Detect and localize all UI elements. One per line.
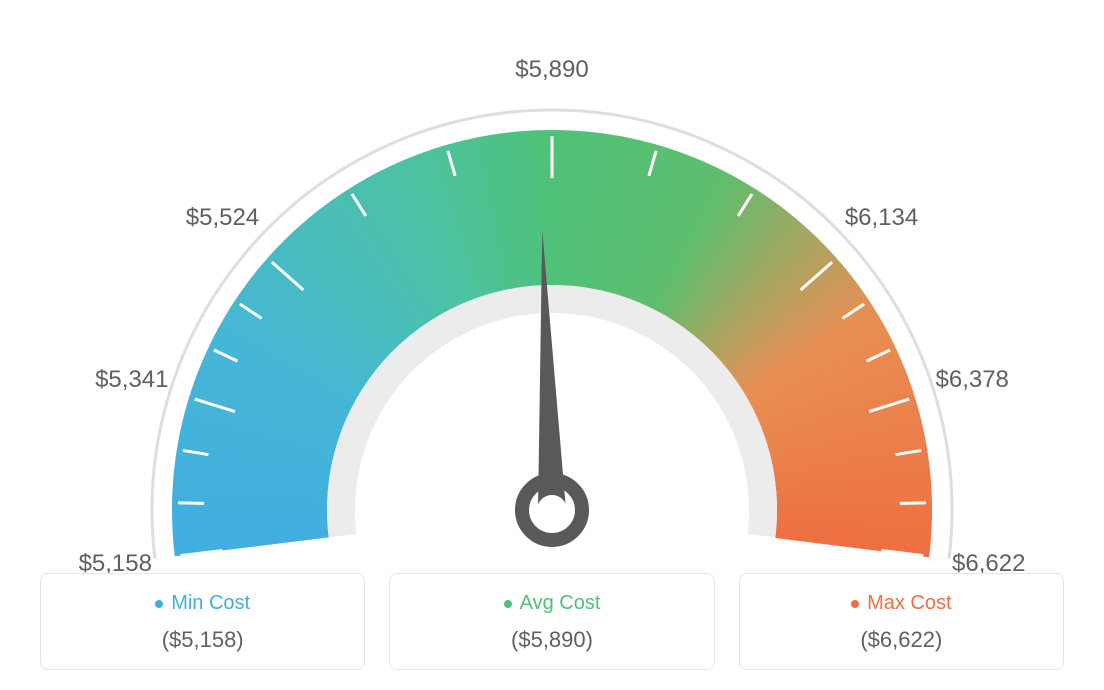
dot-icon — [851, 600, 859, 608]
gauge-tick-label: $6,134 — [845, 204, 918, 232]
legend-label: Avg Cost — [520, 592, 601, 615]
legend-title-avg: Avg Cost — [504, 592, 601, 615]
gauge-svg — [0, 0, 1104, 560]
gauge-tick-label: $6,378 — [936, 366, 1009, 394]
legend-card-max: Max Cost ($6,622) — [739, 573, 1064, 670]
gauge-tick-label: $5,341 — [95, 366, 168, 394]
legend-label: Max Cost — [867, 592, 951, 615]
gauge-area: $5,158$5,341$5,524$5,890$6,134$6,378$6,6… — [0, 0, 1104, 560]
legend-card-avg: Avg Cost ($5,890) — [389, 573, 714, 670]
legend-value-min: ($5,158) — [41, 627, 364, 653]
legend-title-min: Min Cost — [155, 592, 250, 615]
gauge-tick-label: $5,890 — [515, 56, 588, 84]
legend-value-avg: ($5,890) — [390, 627, 713, 653]
legend-label: Min Cost — [171, 592, 250, 615]
legend-title-max: Max Cost — [851, 592, 951, 615]
gauge-chart-container: $5,158$5,341$5,524$5,890$6,134$6,378$6,6… — [0, 0, 1104, 690]
legend-value-max: ($6,622) — [740, 627, 1063, 653]
gauge-tick-label: $5,524 — [186, 204, 259, 232]
legend-row: Min Cost ($5,158) Avg Cost ($5,890) Max … — [40, 573, 1064, 670]
dot-icon — [504, 600, 512, 608]
legend-card-min: Min Cost ($5,158) — [40, 573, 365, 670]
dot-icon — [155, 600, 163, 608]
